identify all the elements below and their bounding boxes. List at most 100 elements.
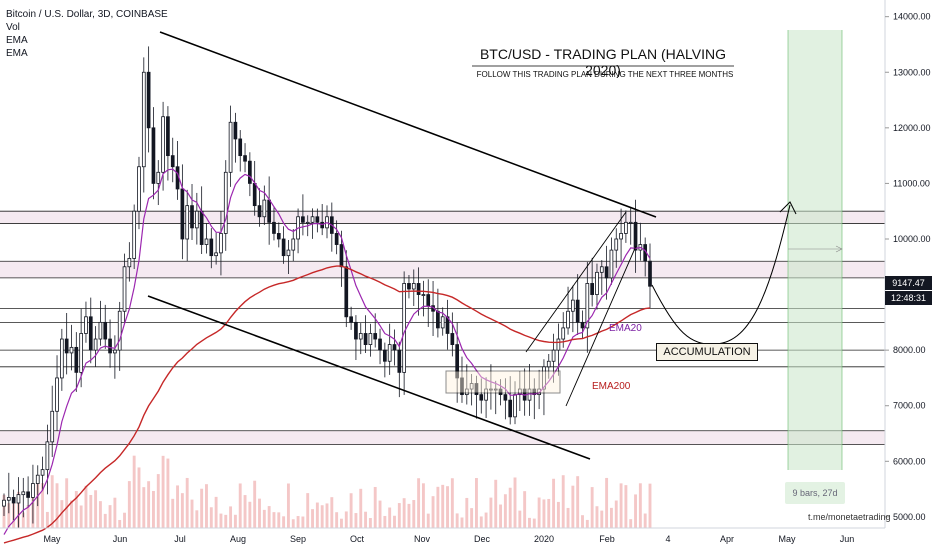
volume-bar [7,503,11,528]
candle-down [575,299,580,323]
volume-bar [262,509,266,528]
volume-bar [479,516,483,528]
countdown-tag: 12:48:31 [885,291,932,305]
lower-trendline [147,295,591,460]
volume-bar [552,478,556,528]
volume-bar [605,477,609,528]
y-tick-label: 13000.00 [893,67,931,77]
volume-bar [421,483,425,528]
candle-up [127,258,132,268]
volume-bar [180,493,184,528]
candle-down [436,310,440,329]
volume-bar [98,501,102,528]
volume-bar [561,475,565,528]
candle-down [272,221,276,234]
volume-bar [123,512,126,528]
candle-down [392,344,397,351]
ema200-line [3,265,651,544]
candle-up [132,210,137,259]
candle-up [571,299,575,312]
volume-bar [103,513,107,528]
symbol-title[interactable]: Bitcoin / U.S. Dollar, 3D, COINBASE [6,9,168,20]
candle-down [604,266,609,279]
candle-up [585,283,590,329]
time-axis[interactable]: May Jun Jul Aug Sep Oct Nov Dec 2020 Feb 4 Apr May Ju… [0,527,885,544]
volume-bar [556,501,560,528]
volume-bar [277,512,281,528]
accumulation-label: ACCUMULATION [656,343,758,361]
candle-down [354,321,358,340]
volume-bar [576,476,580,528]
candle-up [98,321,103,340]
volume-bar [373,486,377,528]
volume-bar [176,485,179,528]
volume-bar [523,491,527,528]
candle-up [137,166,141,212]
x-tick-label: Nov [414,534,431,544]
y-tick-label: 12000.00 [893,123,931,133]
volume-bar [397,503,401,528]
volume-bar [393,515,396,528]
candle-down [450,333,455,345]
volume-bar [55,483,59,528]
volume-bar [344,511,348,528]
volume-bar [426,513,430,528]
candle-down [334,233,339,245]
volume-bar [340,518,343,528]
candle-up [402,283,406,373]
candle-down [103,321,108,340]
volume-bar [315,502,319,528]
candle-up [489,388,493,391]
volume-bar [513,477,517,528]
y-tick-label: 10000.00 [893,234,931,244]
candle-down [532,388,537,396]
volume-bar [412,500,416,528]
volume-indicator-label[interactable]: Vol [6,22,20,33]
volume-bar [195,510,199,528]
volume-bar [205,484,208,528]
ema-indicator-label[interactable]: EMA [6,35,28,46]
candle-down [590,283,594,295]
volume-bar [142,487,146,528]
volume-bar [600,510,604,528]
x-tick-label: May [43,534,61,544]
volume-bar [368,518,372,528]
candle-down [301,216,305,223]
volume-bar [267,506,271,528]
candle-up [35,474,40,484]
plan-subtitle: FOLLOW THIS TRADING PLAN DURING THE NEXT… [476,70,734,79]
candle-up [517,388,522,396]
candle-up [113,349,117,354]
y-tick-label: 6000.00 [893,456,926,466]
candle-up [31,483,35,498]
candle-down [416,283,421,295]
candle-up [440,316,445,329]
trend-drawings [147,31,797,460]
volume-bar [147,481,151,528]
candle-down [633,221,638,251]
volume-bar [301,516,305,528]
candle-down [339,244,344,268]
last-price-tag: 9147.47 [885,276,932,290]
candle-down [180,188,185,240]
x-tick-label: Jun [840,534,855,544]
volume-bar [330,497,334,528]
candle-down [146,71,151,129]
range-box [445,370,561,394]
candle-down [26,491,30,498]
ema-indicator-label-2[interactable]: EMA [6,48,28,59]
x-tick-label: Sep [290,534,306,544]
candle-up [619,233,623,240]
price-axis[interactable]: 5000.006000.007000.008000.009000.0010000… [884,0,931,528]
volume-bar [595,506,599,528]
candle-down [281,238,286,257]
volume-bar [407,503,411,528]
volume-bar [286,483,290,528]
volume-bar [233,514,237,528]
candle-up [262,199,267,218]
candle-down [460,377,464,396]
candle-up [50,410,55,443]
candle-up [6,497,11,501]
y-tick-label: 8000.00 [893,345,926,355]
